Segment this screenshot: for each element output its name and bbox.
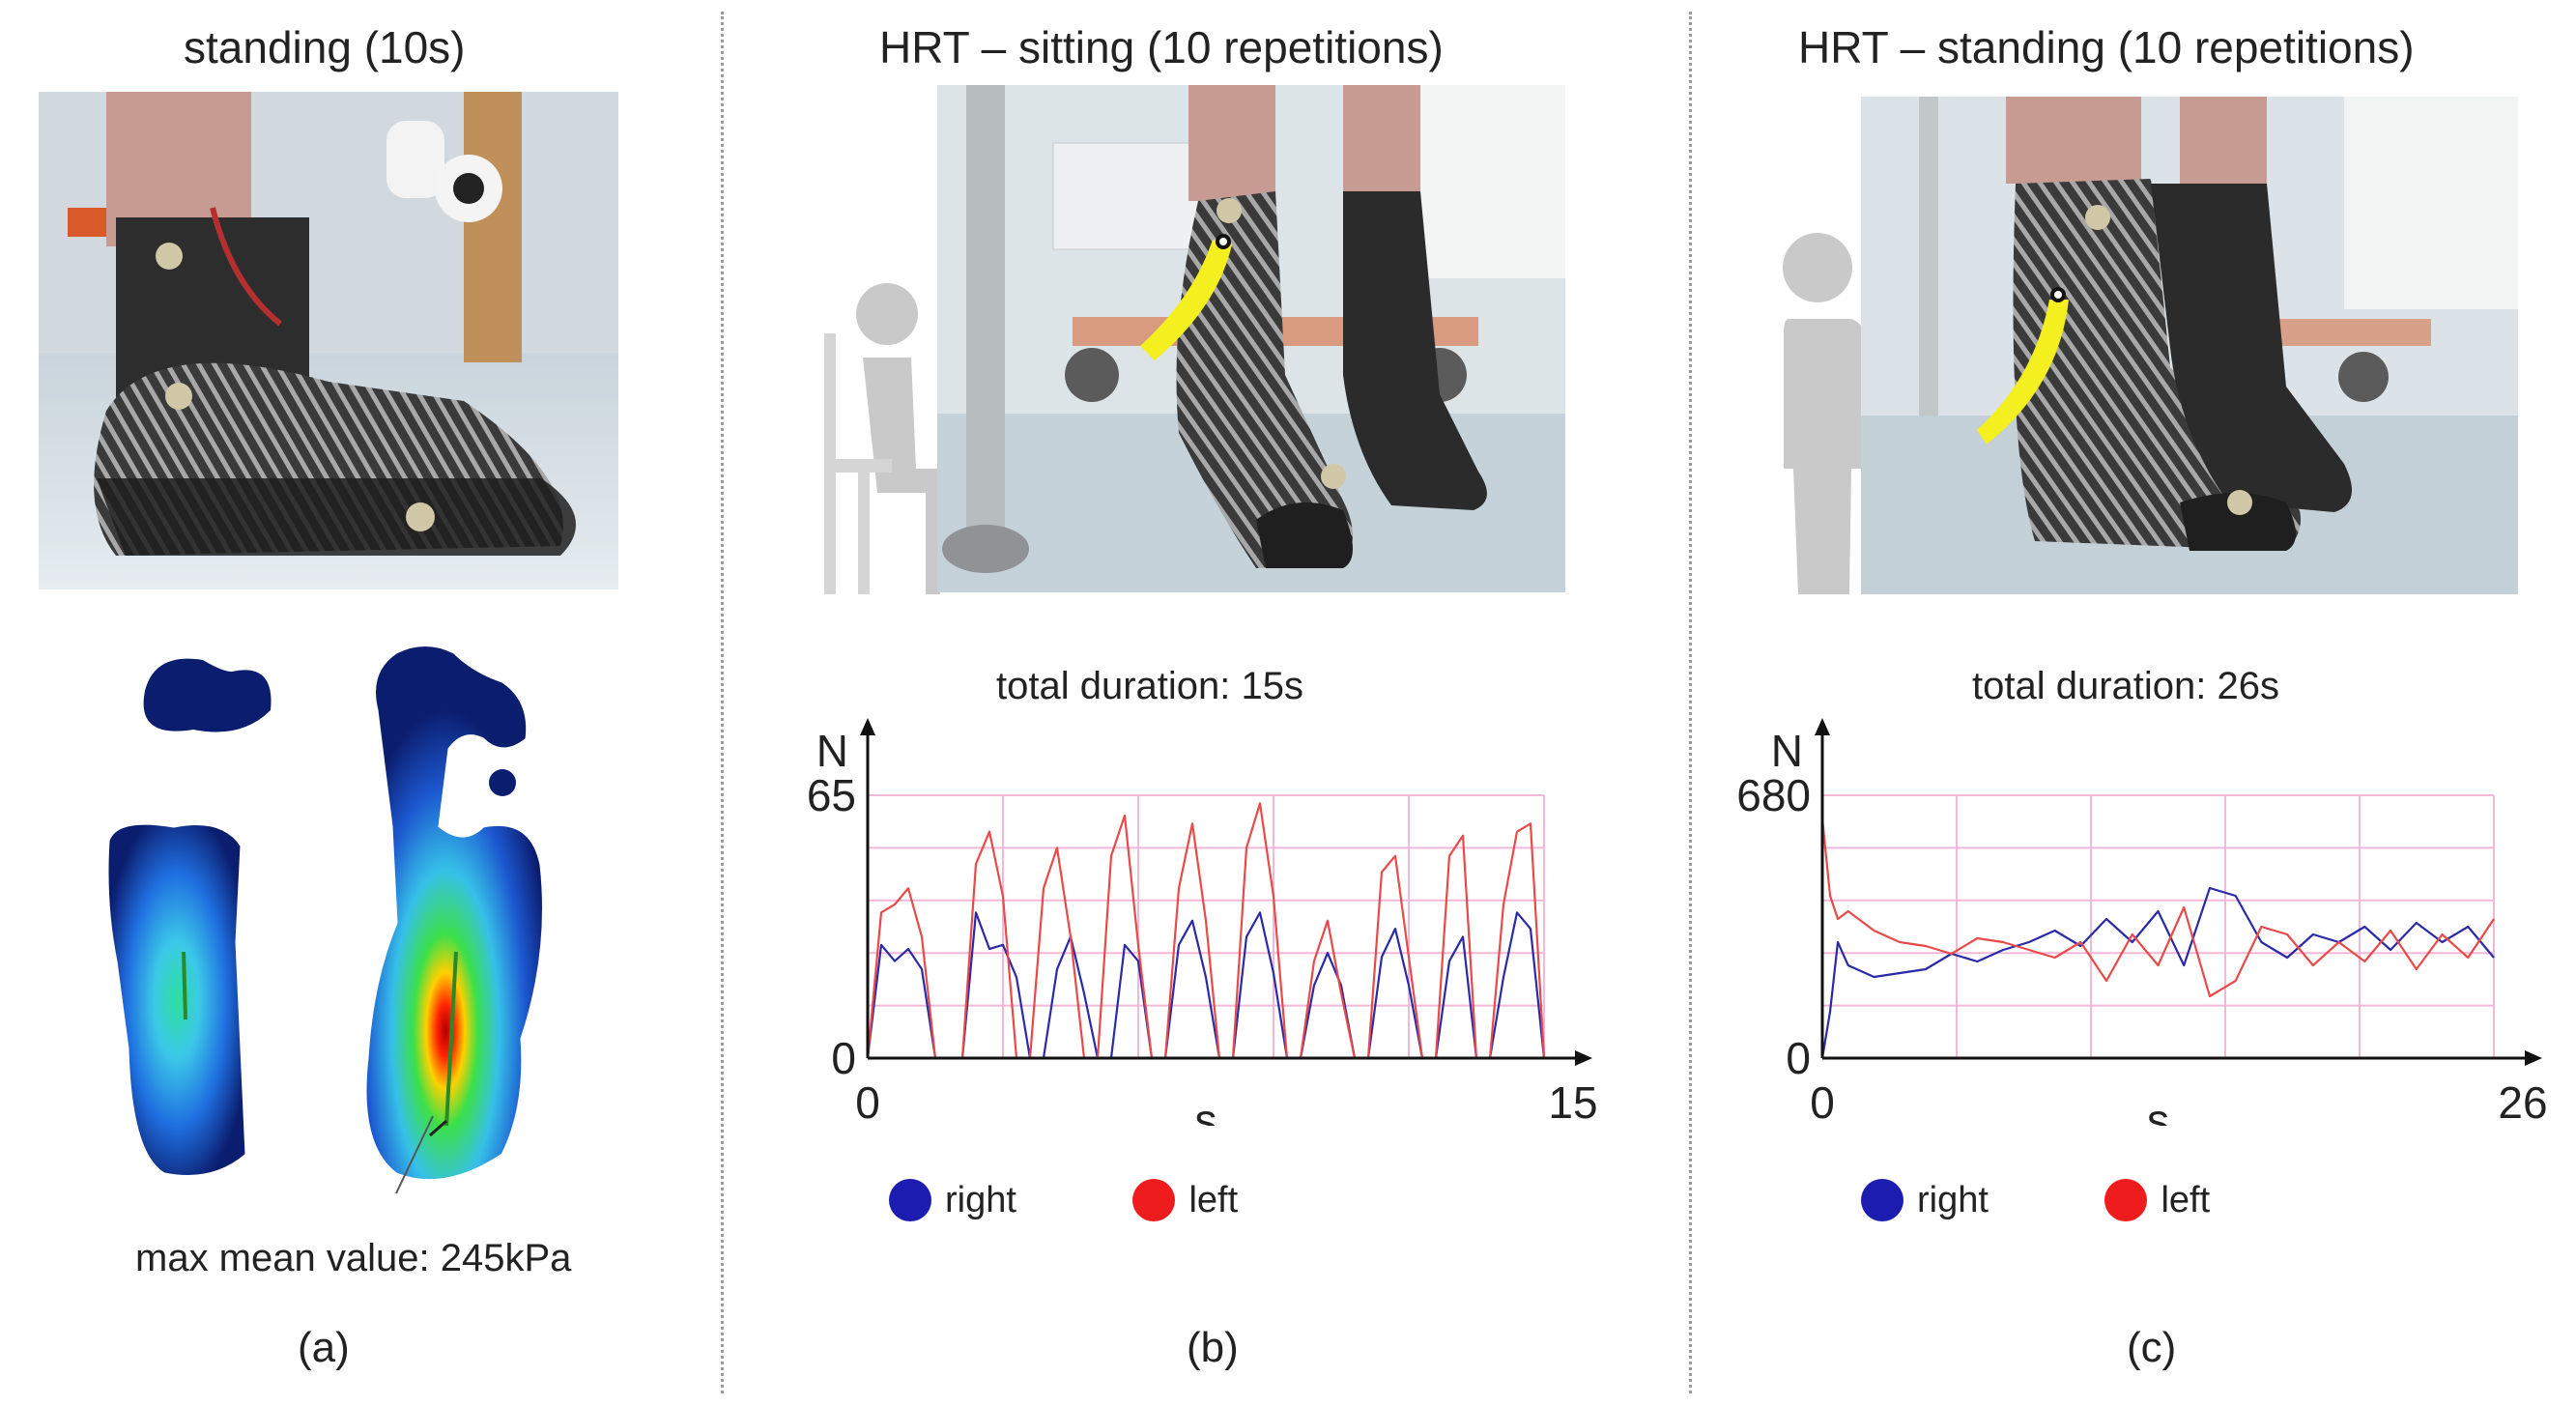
max-mean-annotation: max mean value: 245kPa bbox=[135, 1237, 572, 1279]
plantar-pressure-heatmap bbox=[77, 633, 599, 1203]
x-axis-arrow bbox=[1575, 1050, 1592, 1066]
y-tick-min: 0 bbox=[831, 1033, 856, 1083]
panel-c-title: HRT – standing (10 repetitions) bbox=[1798, 22, 2415, 72]
panel-c-caption: (c) bbox=[2127, 1324, 2177, 1371]
chart-c-legend: right left bbox=[1861, 1179, 2316, 1231]
x-tick-min: 0 bbox=[1810, 1077, 1835, 1126]
series-left-line bbox=[866, 802, 1546, 1060]
x-axis-label: s bbox=[2147, 1095, 2169, 1126]
y-tick-max: 65 bbox=[807, 770, 856, 820]
y-tick-min: 0 bbox=[1786, 1033, 1811, 1083]
heel-raise-standing-photo bbox=[1861, 97, 2518, 594]
series-right-line bbox=[1820, 886, 2495, 1059]
panel-b: HRT – sitting (10 repetitions) bbox=[723, 0, 1689, 1406]
standing-person-icon bbox=[1774, 227, 1880, 599]
divider-bc bbox=[1689, 12, 1692, 1393]
x-axis-arrow bbox=[2525, 1050, 2542, 1066]
panel-b-caption: (b) bbox=[1187, 1324, 1239, 1371]
legend-right-dot bbox=[889, 1179, 931, 1221]
chart-b-legend: right left bbox=[889, 1179, 1344, 1231]
foot-orthosis-photo bbox=[39, 92, 618, 589]
x-tick-min: 0 bbox=[855, 1077, 880, 1126]
x-tick-max: 15 bbox=[1548, 1077, 1597, 1126]
legend-right-label: right bbox=[945, 1179, 1016, 1220]
x-tick-max: 26 bbox=[2498, 1077, 2547, 1126]
legend-right-label-c: right bbox=[1917, 1179, 1989, 1220]
series-left-line bbox=[1820, 818, 2495, 998]
panel-a-caption: (a) bbox=[298, 1324, 350, 1371]
legend-right: right bbox=[889, 1179, 1016, 1221]
divider-ab bbox=[721, 12, 724, 1393]
y-tick-max: 680 bbox=[1736, 770, 1811, 820]
panel-c-duration: total duration: 26s bbox=[1972, 665, 2279, 707]
y-axis-label: N bbox=[1771, 726, 1803, 776]
legend-left-c: left bbox=[2104, 1179, 2210, 1221]
legend-left: left bbox=[1132, 1179, 1238, 1221]
panel-b-title: HRT – sitting (10 repetitions) bbox=[879, 22, 1444, 72]
panel-a-title: standing (10s) bbox=[184, 22, 466, 72]
legend-left-dot bbox=[1132, 1179, 1176, 1221]
chart-b: N65 00 15 s bbox=[807, 718, 1598, 1126]
heel-raise-sitting-photo bbox=[937, 85, 1565, 592]
legend-right-c: right bbox=[1861, 1179, 1989, 1221]
legend-left-label-c: left bbox=[2161, 1179, 2211, 1220]
panel-c: HRT – standing (10 repetitions) bbox=[1692, 0, 2576, 1406]
series-right-line bbox=[866, 911, 1546, 1060]
legend-left-dot-c bbox=[2104, 1179, 2148, 1221]
panel-a: standing (10s) bbox=[0, 0, 720, 1406]
panel-b-duration: total duration: 15s bbox=[996, 665, 1303, 707]
sitting-person-icon bbox=[819, 275, 945, 599]
y-axis-arrow bbox=[1815, 718, 1830, 735]
x-axis-label: s bbox=[1195, 1095, 1217, 1126]
y-axis-label: N bbox=[816, 726, 848, 776]
legend-left-label: left bbox=[1188, 1179, 1239, 1220]
legend-right-dot-c bbox=[1861, 1179, 1903, 1221]
y-axis-arrow bbox=[860, 718, 875, 735]
